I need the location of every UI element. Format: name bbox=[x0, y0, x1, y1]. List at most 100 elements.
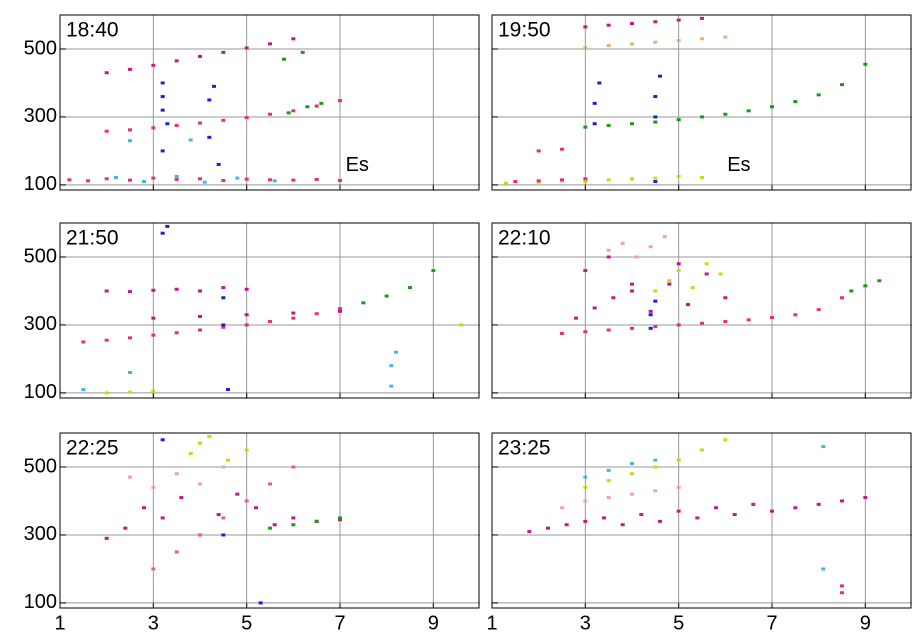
data-point bbox=[770, 105, 774, 109]
data-point bbox=[606, 328, 611, 332]
data-point bbox=[389, 384, 394, 388]
data-point bbox=[268, 526, 272, 530]
data-point bbox=[653, 115, 658, 119]
data-point bbox=[291, 523, 296, 527]
data-point bbox=[606, 255, 611, 259]
data-point bbox=[160, 516, 165, 520]
data-point bbox=[676, 118, 681, 122]
data-point bbox=[128, 475, 132, 479]
data-point bbox=[583, 475, 588, 479]
data-point bbox=[840, 499, 844, 503]
data-point bbox=[592, 122, 597, 126]
data-point bbox=[202, 180, 207, 184]
data-point bbox=[723, 35, 728, 39]
data-point bbox=[658, 519, 662, 523]
data-point bbox=[268, 42, 272, 46]
data-point bbox=[620, 523, 625, 527]
data-point bbox=[583, 485, 588, 489]
data-point bbox=[667, 282, 672, 286]
data-point bbox=[174, 59, 179, 63]
data-point bbox=[695, 516, 700, 520]
data-point bbox=[244, 313, 249, 317]
data-point bbox=[314, 312, 319, 316]
data-point bbox=[648, 326, 653, 330]
data-point bbox=[606, 178, 611, 182]
data-point bbox=[751, 502, 756, 506]
data-point bbox=[151, 176, 156, 180]
y-tick-label: 500 bbox=[24, 455, 57, 477]
data-point bbox=[630, 122, 634, 126]
data-point bbox=[174, 550, 179, 554]
data-point bbox=[676, 509, 681, 513]
x-tick-label: 5 bbox=[673, 612, 684, 634]
data-point bbox=[221, 325, 226, 329]
data-point bbox=[291, 316, 296, 320]
y-tick-label: 100 bbox=[24, 591, 57, 613]
title-bg bbox=[494, 435, 560, 461]
y-tick-label: 500 bbox=[24, 245, 57, 267]
panel-frame bbox=[491, 432, 912, 609]
data-point bbox=[630, 472, 634, 476]
data-point bbox=[160, 149, 165, 153]
data-point bbox=[207, 98, 212, 102]
data-point bbox=[235, 176, 240, 180]
panel-frame bbox=[59, 222, 480, 399]
panel-title: 21:50 bbox=[66, 227, 119, 250]
data-point bbox=[128, 139, 132, 143]
data-point bbox=[114, 175, 118, 179]
x-tick-label: 3 bbox=[148, 612, 159, 634]
data-point bbox=[221, 533, 226, 537]
data-point bbox=[151, 288, 156, 292]
data-point bbox=[676, 485, 681, 489]
data-point bbox=[658, 74, 662, 78]
data-point bbox=[151, 316, 156, 320]
x-tick-label: 1 bbox=[54, 612, 65, 634]
data-point bbox=[338, 99, 342, 103]
panel-title: 19:50 bbox=[498, 19, 551, 42]
data-point bbox=[226, 458, 230, 462]
data-point bbox=[863, 284, 868, 288]
data-point bbox=[583, 330, 588, 334]
data-point bbox=[198, 54, 202, 58]
data-point bbox=[718, 272, 723, 276]
x-tick-label: 7 bbox=[766, 612, 777, 634]
data-point bbox=[840, 591, 844, 595]
data-point bbox=[305, 105, 310, 109]
data-point bbox=[700, 448, 704, 452]
data-point bbox=[700, 115, 704, 119]
data-point bbox=[653, 95, 658, 99]
data-point bbox=[676, 323, 681, 327]
data-point bbox=[653, 458, 658, 462]
data-point bbox=[384, 294, 389, 298]
data-point bbox=[560, 506, 564, 510]
data-point bbox=[723, 438, 728, 442]
data-point bbox=[160, 95, 165, 99]
data-point bbox=[314, 104, 319, 108]
data-point bbox=[244, 287, 249, 291]
y-tick-label: 300 bbox=[24, 105, 57, 127]
data-point bbox=[840, 584, 844, 588]
data-point bbox=[630, 42, 634, 46]
data-point bbox=[821, 567, 826, 571]
data-point bbox=[816, 308, 821, 312]
data-point bbox=[630, 492, 634, 496]
data-point bbox=[630, 282, 634, 286]
data-point bbox=[244, 177, 249, 181]
data-point bbox=[606, 248, 611, 252]
data-point bbox=[676, 174, 681, 178]
x-tick-label: 1 bbox=[486, 612, 497, 634]
data-point bbox=[793, 313, 798, 317]
data-point bbox=[104, 289, 109, 293]
data-point bbox=[653, 40, 658, 44]
data-point bbox=[700, 37, 704, 41]
data-point bbox=[338, 516, 342, 520]
data-point bbox=[221, 286, 226, 290]
data-point bbox=[723, 320, 728, 324]
data-point bbox=[268, 482, 272, 486]
data-point bbox=[863, 62, 868, 66]
data-point bbox=[244, 448, 249, 452]
data-point bbox=[244, 46, 249, 50]
data-point bbox=[653, 465, 658, 469]
data-point bbox=[821, 445, 826, 449]
data-point bbox=[198, 328, 202, 332]
